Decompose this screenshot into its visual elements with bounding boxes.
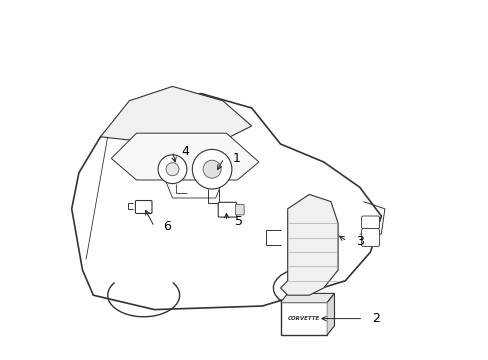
Text: 3: 3 [355, 235, 363, 248]
Circle shape [203, 160, 221, 178]
Circle shape [158, 155, 186, 184]
Circle shape [192, 149, 231, 189]
FancyBboxPatch shape [218, 202, 236, 217]
Text: 1: 1 [232, 152, 241, 165]
FancyBboxPatch shape [135, 201, 152, 213]
Text: 2: 2 [371, 312, 379, 325]
PathPatch shape [72, 94, 381, 310]
Text: 6: 6 [163, 220, 171, 233]
Circle shape [166, 163, 179, 176]
Text: 4: 4 [181, 145, 189, 158]
FancyBboxPatch shape [361, 216, 379, 229]
PathPatch shape [326, 293, 334, 335]
FancyBboxPatch shape [361, 229, 379, 247]
Text: CORVETTE: CORVETTE [287, 316, 319, 321]
PathPatch shape [280, 293, 334, 302]
PathPatch shape [101, 86, 251, 144]
PathPatch shape [280, 194, 337, 295]
PathPatch shape [111, 133, 258, 180]
FancyBboxPatch shape [280, 302, 326, 335]
FancyBboxPatch shape [235, 204, 244, 215]
Text: 5: 5 [235, 215, 243, 228]
